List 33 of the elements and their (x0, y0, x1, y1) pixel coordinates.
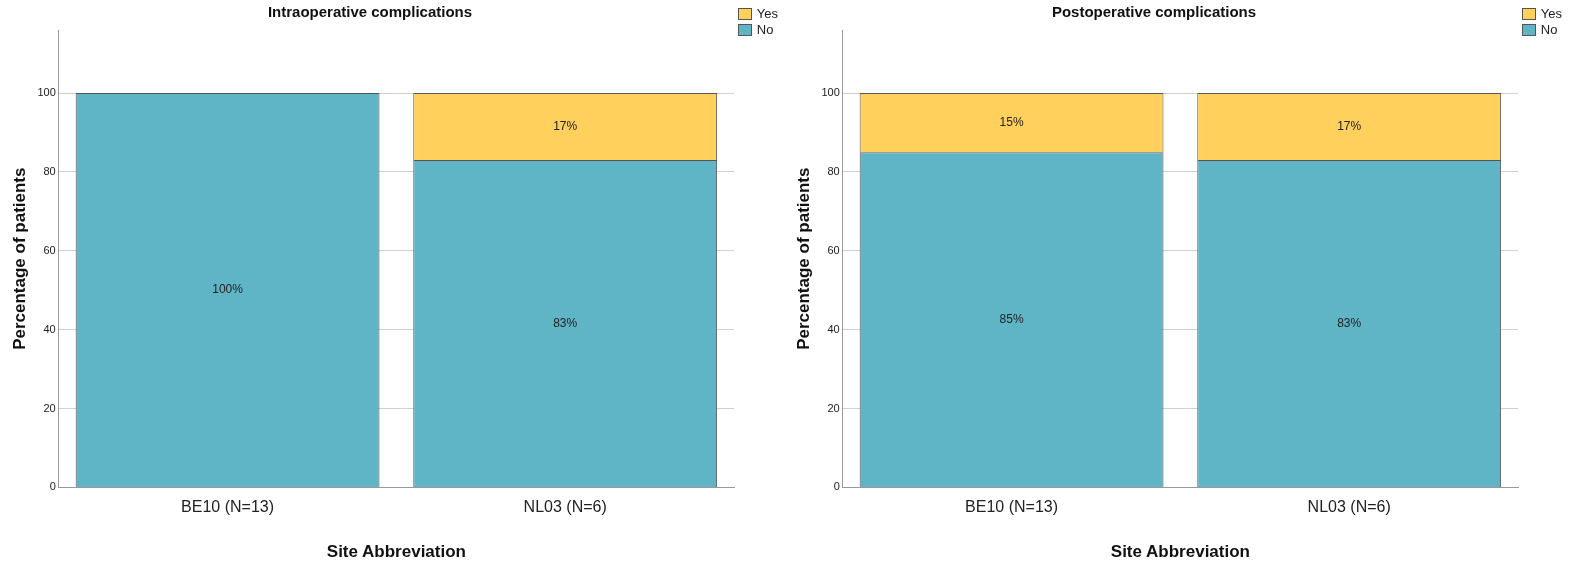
y-tick-label: 20 (827, 401, 840, 414)
chart-title: Postoperative complications (1051, 3, 1257, 21)
y-tick-label: 100 (821, 86, 840, 99)
y-tick-label: 20 (43, 401, 56, 414)
data-label: 83% (553, 315, 578, 330)
data-label: 17% (1337, 118, 1362, 133)
y-tick-label: 80 (43, 164, 56, 177)
x-axis-title: Site Abbreviation (1110, 542, 1250, 562)
legend-label: Yes (756, 6, 778, 22)
x-axis-title: Site Abbreviation (326, 542, 466, 562)
y-tick-label: 40 (43, 322, 56, 335)
y-tick-label: 100 (37, 86, 56, 99)
y-tick-label: 60 (43, 243, 56, 256)
y-tick-label: 40 (827, 322, 840, 335)
legend-label: Yes (1540, 6, 1562, 22)
data-label: 17% (553, 118, 578, 133)
text: No (1540, 22, 1558, 38)
y-tick-label: 0 (49, 480, 56, 493)
text: No (756, 22, 774, 38)
x-tick-label: NL03 (N=6) (523, 498, 607, 516)
y-axis-title: Percentage of patients (9, 167, 29, 350)
y-tick-label: 80 (827, 164, 840, 177)
x-tick-label: BE10 (N=13) (965, 498, 1059, 516)
x-tick-label: NL03 (N=6) (1307, 498, 1391, 516)
y-tick-label: 60 (827, 243, 840, 256)
data-label: 85% (999, 311, 1024, 326)
data-label: 83% (1337, 315, 1362, 330)
data-label: 100% (212, 282, 244, 297)
chart-title: Intraoperative complications (267, 3, 473, 21)
y-axis-title: Percentage of patients (793, 167, 813, 350)
data-label: 15% (999, 114, 1024, 129)
x-tick-label: BE10 (N=13) (181, 498, 275, 516)
y-tick-label: 0 (833, 480, 840, 493)
